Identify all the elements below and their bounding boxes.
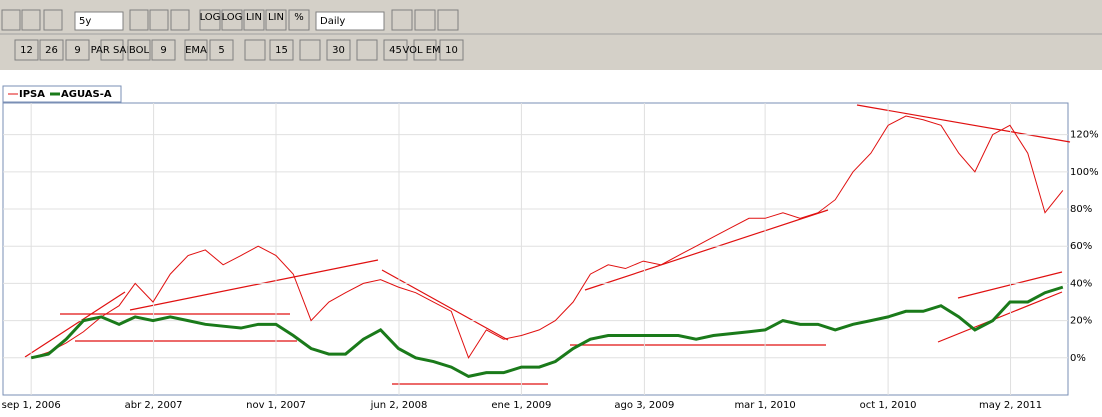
scale-button-label: % [294,12,304,23]
indicator-button[interactable] [299,39,321,61]
y-tick-label: 40% [1070,278,1092,289]
indicator-field[interactable] [269,39,294,61]
interval-label: Daily [320,16,345,27]
chart-bg [0,70,1102,413]
indicator-field[interactable] [439,39,464,61]
scale-button-label: LOG [200,12,221,23]
scale-button[interactable] [265,9,287,31]
scale-button[interactable] [221,9,243,31]
indicator-button[interactable] [413,39,437,61]
indicator-field[interactable] [14,39,39,61]
x-tick-label: abr 2, 2007 [125,400,183,411]
view-button[interactable] [437,9,459,31]
indicator-field[interactable] [151,39,176,61]
indicator-button[interactable] [127,39,151,61]
indicator-field[interactable] [326,39,351,61]
x-tick-label: nov 1, 2007 [246,400,306,411]
period-dropdown[interactable] [74,11,124,31]
indicator-field-label: 10 [445,45,458,56]
indicator-field-label: 15 [275,45,288,56]
indicator-field[interactable] [209,39,234,61]
indicator-button[interactable] [244,39,266,61]
y-tick-label: 20% [1070,316,1092,327]
indicator-button[interactable] [100,39,124,61]
chart-type-button[interactable] [170,9,190,31]
x-tick-label: may 2, 2011 [979,400,1042,411]
forward[interactable] [43,9,63,31]
view-button[interactable] [391,9,413,31]
trend-lines [24,104,1071,385]
x-tick-label: mar 1, 2010 [734,400,795,411]
scale-button-label: LOG [222,12,243,23]
x-tick-label: ago 3, 2009 [614,400,674,411]
indicator-button-label: BOL [129,45,150,56]
plot-frame [2,102,1069,396]
indicator-field-label: 9 [160,45,166,56]
y-tick-label: 120% [1070,130,1099,141]
indicator-field-label: 30 [332,45,345,56]
indicator-button-label: EMA [185,45,207,56]
scale-button[interactable] [288,9,310,31]
legend-box [2,85,122,103]
interval-dropdown[interactable] [315,11,385,31]
scale-button-label: LIN [246,12,262,23]
x-tick-label: oct 1, 2010 [860,400,917,411]
indicator-field-label: 5 [218,45,224,56]
indicator-field-label: 12 [20,45,33,56]
indicator-field-label: 26 [45,45,58,56]
zoom-out[interactable] [21,9,41,31]
chart-type-button[interactable] [149,9,169,31]
chart-type-button[interactable] [129,9,149,31]
indicator-button[interactable] [356,39,378,61]
series-line [30,285,1064,378]
indicator-button-label: VOL EMA [402,45,447,56]
indicator-field[interactable] [383,39,408,61]
indicator-field[interactable] [39,39,64,61]
x-tick-label: sep 1, 2006 [2,400,61,411]
legend-label: AGUAS-A [61,89,112,100]
y-tick-label: 0% [1070,353,1086,364]
y-tick-label: 80% [1070,204,1092,215]
view-button[interactable] [414,9,436,31]
indicator-field[interactable] [65,39,90,61]
period-label: 5y [79,16,91,27]
indicator-field-label: 45 [389,45,402,56]
legend-label: IPSA [19,89,45,100]
indicator-button[interactable] [184,39,208,61]
indicator-button-label: PAR SAR [91,45,134,56]
scale-button-label: LIN [268,12,284,23]
y-tick-label: 60% [1070,241,1092,252]
scale-button[interactable] [243,9,265,31]
y-tick-label: 100% [1070,167,1099,178]
zoom-in[interactable] [1,9,21,31]
indicator-field-label: 9 [74,45,80,56]
series-line [31,115,1064,359]
x-tick-label: ene 1, 2009 [491,400,551,411]
x-tick-label: jun 2, 2008 [370,400,428,411]
scale-button[interactable] [199,9,221,31]
